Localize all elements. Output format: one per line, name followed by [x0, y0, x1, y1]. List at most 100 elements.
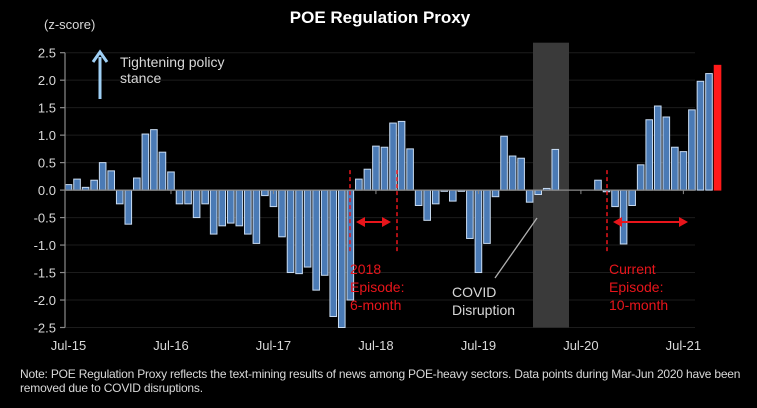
bar — [261, 189, 269, 197]
bar — [619, 189, 628, 245]
bar — [329, 189, 338, 318]
bar — [696, 80, 705, 191]
bar — [218, 189, 227, 227]
episode-2018-label-line2: Episode: — [350, 279, 404, 295]
covid-label-line2: Disruption — [452, 302, 515, 318]
bar — [372, 145, 380, 191]
y-tick-label: -0.5 — [34, 211, 56, 226]
bar — [107, 170, 116, 191]
bar — [594, 179, 602, 191]
bar — [337, 189, 346, 328]
bar — [295, 189, 303, 275]
bar — [414, 189, 423, 206]
bar — [209, 189, 218, 235]
bar — [312, 189, 320, 291]
bar — [244, 189, 252, 235]
y-tick-label: -2.5 — [34, 321, 56, 336]
bar — [662, 116, 671, 191]
x-tick-label: Jul-20 — [563, 338, 598, 353]
bar — [534, 189, 543, 195]
bar — [64, 184, 73, 191]
bar — [449, 189, 457, 202]
y-axis-unit-label: (z-score) — [44, 17, 95, 32]
episode-2018-label-line1: 2018 — [350, 261, 381, 277]
bar — [320, 189, 329, 276]
bar — [150, 129, 158, 191]
bar — [397, 120, 406, 191]
bar — [201, 189, 209, 205]
bar — [235, 189, 244, 227]
bar — [380, 146, 389, 191]
covid-label-line1: COVID — [452, 284, 496, 300]
y-tick-label: -1.5 — [34, 266, 56, 281]
bar — [679, 151, 688, 191]
bar — [141, 133, 150, 191]
bar — [551, 148, 560, 191]
y-axis: 2.5 2.0 1.5 1.0 0.5 0.0 -0.5 -1.0 -1.5 -2.0 -2.5 — [34, 46, 66, 336]
bar — [628, 189, 636, 206]
episode-current-label-line2: Episode: — [609, 279, 663, 295]
bar — [226, 189, 235, 224]
y-tick-label: 1.5 — [38, 101, 56, 116]
covid-pointer-line — [494, 217, 538, 279]
bar — [303, 189, 312, 268]
bar — [184, 189, 192, 205]
episode-current-label-line1: Current — [609, 261, 656, 277]
y-tick-label: -2.0 — [34, 293, 56, 308]
y-tick-label: 0.5 — [38, 156, 56, 171]
x-tick-label: Jul-16 — [153, 338, 188, 353]
bar — [611, 189, 619, 208]
arrowhead-right-icon — [679, 217, 688, 227]
bar — [158, 151, 167, 191]
arrowhead-left-icon — [613, 217, 622, 227]
bar — [653, 105, 662, 191]
bar — [423, 189, 431, 221]
tightening-arrow-icon — [91, 49, 109, 99]
footnote: Note: POE Regulation Proxy reflects the … — [20, 367, 741, 395]
bar — [363, 168, 372, 191]
bar — [517, 157, 525, 191]
bar — [474, 189, 483, 274]
bar — [124, 189, 133, 225]
bar — [355, 178, 363, 191]
bar — [508, 155, 517, 191]
bar — [115, 189, 124, 205]
y-tick-label: 2.0 — [38, 73, 56, 88]
bar — [90, 179, 98, 191]
x-tick-label: Jul-18 — [358, 338, 393, 353]
episode-current-markers — [606, 170, 688, 254]
x-tick-label: Jul-21 — [666, 338, 701, 353]
x-tick-label: Jul-19 — [461, 338, 496, 353]
y-tick-label: -1.0 — [34, 238, 56, 253]
bar — [133, 177, 141, 191]
bar — [175, 189, 184, 205]
arrow-label-line1: Tightening policy — [120, 54, 225, 70]
bar — [431, 189, 440, 205]
episode-current-label-line3: 10-month — [609, 297, 668, 313]
bar — [252, 189, 261, 244]
bar — [491, 189, 500, 198]
y-tick-label: 1.0 — [38, 128, 56, 143]
bar — [98, 162, 107, 191]
bar — [406, 148, 414, 191]
arrow-label-line2: stance — [120, 70, 161, 86]
episode-2018-markers — [349, 170, 398, 254]
x-axis: Jul-15 Jul-16 Jul-17 Jul-18 Jul-19 Jul-20 Jul-… — [51, 190, 701, 353]
arrowhead-right-icon — [382, 217, 391, 227]
covid-shade-region — [533, 42, 569, 328]
arrowhead-left-icon — [356, 217, 365, 227]
bar — [525, 189, 534, 203]
bar — [645, 119, 654, 191]
bar — [671, 146, 679, 191]
bar — [483, 189, 491, 244]
chart-title: POE Regulation Proxy — [290, 8, 471, 27]
x-tick-label: Jul-15 — [51, 338, 86, 353]
bar — [466, 189, 474, 239]
bar — [500, 135, 508, 191]
bar — [167, 171, 175, 191]
y-tick-label: 0.0 — [38, 183, 56, 198]
bar — [73, 178, 81, 191]
bar — [688, 109, 696, 191]
x-tick-label: Jul-17 — [256, 338, 291, 353]
